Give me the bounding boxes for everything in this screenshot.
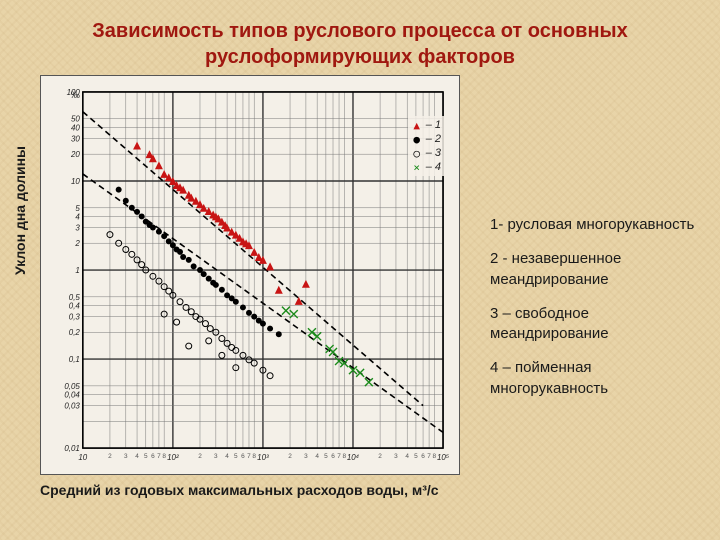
legend-item-3: 3 – свободное меандрирование <box>490 304 700 345</box>
svg-text:50: 50 <box>71 115 80 124</box>
svg-text:3: 3 <box>394 453 398 460</box>
svg-text:4: 4 <box>225 453 229 460</box>
svg-text:30: 30 <box>71 134 80 143</box>
svg-text:‰: ‰ <box>71 90 80 100</box>
svg-text:8: 8 <box>433 453 437 460</box>
y-axis-label: Уклон дна долины <box>12 146 28 275</box>
svg-text:10: 10 <box>71 177 80 186</box>
svg-text:7: 7 <box>337 453 341 460</box>
svg-text:5: 5 <box>414 453 418 460</box>
scatter-chart: 0,010,030,040,050,10,20,30,40,5123451020… <box>49 84 451 466</box>
svg-text:0,04: 0,04 <box>64 390 80 399</box>
svg-text:0,03: 0,03 <box>64 402 80 411</box>
svg-text:0,1: 0,1 <box>69 355 80 364</box>
svg-text:6: 6 <box>421 453 425 460</box>
svg-text:2: 2 <box>288 453 292 460</box>
svg-text:0,01: 0,01 <box>64 444 79 453</box>
svg-text:10: 10 <box>78 453 87 462</box>
svg-text:3: 3 <box>75 224 80 233</box>
svg-text:0,2: 0,2 <box>69 328 81 337</box>
svg-text:20: 20 <box>70 150 80 159</box>
svg-text:3: 3 <box>304 453 308 460</box>
svg-text:0,05: 0,05 <box>64 382 80 391</box>
svg-text:5: 5 <box>75 204 80 213</box>
svg-text:40: 40 <box>71 123 80 132</box>
svg-text:0,3: 0,3 <box>69 313 81 322</box>
svg-text:3: 3 <box>214 453 218 460</box>
svg-text:6: 6 <box>241 453 245 460</box>
svg-text:7: 7 <box>157 453 161 460</box>
svg-text:8: 8 <box>162 453 166 460</box>
svg-text:2: 2 <box>74 239 80 248</box>
title-line-1: Зависимость типов руслового процесса от … <box>92 20 627 42</box>
svg-text:7: 7 <box>247 453 251 460</box>
chart-container: 0,010,030,040,050,10,20,30,40,5123451020… <box>40 75 460 475</box>
x-axis-label: Средний из годовых максимальных расходов… <box>40 482 460 498</box>
svg-text:10⁴: 10⁴ <box>347 453 359 462</box>
svg-text:10³: 10³ <box>257 453 269 462</box>
svg-text:4: 4 <box>315 453 319 460</box>
svg-text:10²: 10² <box>167 453 179 462</box>
svg-text:0,5: 0,5 <box>69 293 81 302</box>
svg-text:5: 5 <box>234 453 238 460</box>
legend-text: 1- русловая многорукавность 2 - незаверш… <box>490 215 700 413</box>
svg-text:7: 7 <box>427 453 431 460</box>
svg-text:2: 2 <box>108 453 112 460</box>
title-line-2: руслоформирующих факторов <box>205 46 515 68</box>
svg-text:0,4: 0,4 <box>69 301 81 310</box>
svg-text:1: 1 <box>75 266 79 275</box>
svg-text:8: 8 <box>252 453 256 460</box>
svg-text:6: 6 <box>331 453 335 460</box>
page-title: Зависимость типов руслового процесса от … <box>0 18 720 70</box>
svg-text:4: 4 <box>75 212 80 221</box>
legend-item-4: 4 – пойменная многорукавность <box>490 358 700 399</box>
svg-text:4: 4 <box>405 453 409 460</box>
legend-item-2: 2 - незавершенное меандрирование <box>490 249 700 290</box>
svg-text:6: 6 <box>151 453 155 460</box>
legend-item-1: 1- русловая многорукавность <box>490 215 700 235</box>
svg-text:3: 3 <box>124 453 128 460</box>
svg-text:5: 5 <box>144 453 148 460</box>
chart-internal-legend: ▲ – 1● – 2○ – 3× – 4 <box>408 116 445 176</box>
svg-text:4: 4 <box>135 453 139 460</box>
svg-text:10⁵: 10⁵ <box>437 453 450 462</box>
svg-text:2: 2 <box>198 453 202 460</box>
svg-text:2: 2 <box>378 453 382 460</box>
svg-text:5: 5 <box>324 453 328 460</box>
